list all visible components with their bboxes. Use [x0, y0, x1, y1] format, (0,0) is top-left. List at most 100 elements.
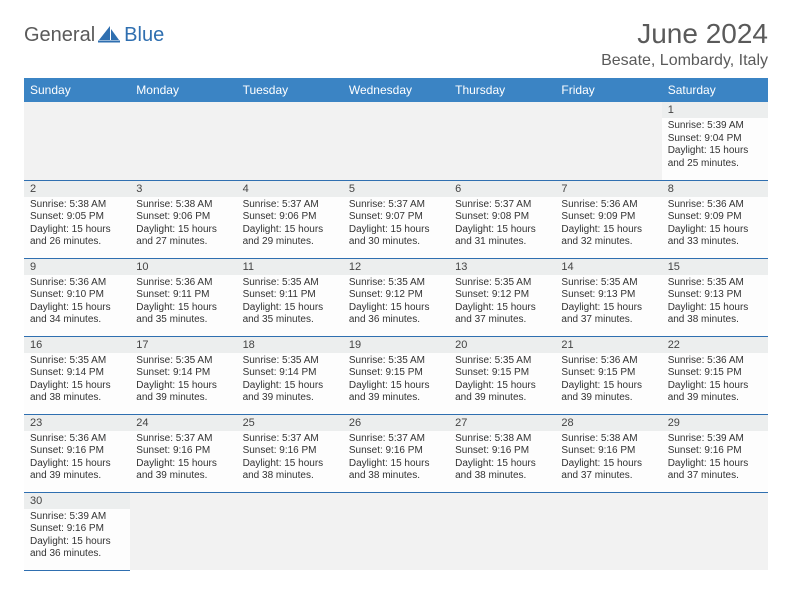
daylight-line: Daylight: 15 hours and 29 minutes. [243, 224, 337, 249]
daylight-line: Daylight: 15 hours and 26 minutes. [30, 224, 124, 249]
calendar-cell [24, 102, 130, 180]
daylight-line: Daylight: 15 hours and 36 minutes. [349, 302, 443, 327]
weekday-header: Friday [555, 78, 661, 102]
sunrise-line: Sunrise: 5:36 AM [668, 199, 762, 212]
calendar-cell: 16Sunrise: 5:35 AMSunset: 9:14 PMDayligh… [24, 336, 130, 414]
sunset-line: Sunset: 9:13 PM [668, 289, 762, 302]
sunset-line: Sunset: 9:05 PM [30, 211, 124, 224]
sunrise-line: Sunrise: 5:35 AM [349, 277, 443, 290]
calendar-cell: 14Sunrise: 5:35 AMSunset: 9:13 PMDayligh… [555, 258, 661, 336]
sunset-line: Sunset: 9:15 PM [349, 367, 443, 380]
sunset-line: Sunset: 9:08 PM [455, 211, 549, 224]
daylight-line: Daylight: 15 hours and 39 minutes. [136, 458, 230, 483]
calendar-cell: 5Sunrise: 5:37 AMSunset: 9:07 PMDaylight… [343, 180, 449, 258]
daylight-line: Daylight: 15 hours and 32 minutes. [561, 224, 655, 249]
sunrise-line: Sunrise: 5:35 AM [455, 277, 549, 290]
sunrise-line: Sunrise: 5:37 AM [349, 433, 443, 446]
calendar-cell [130, 492, 236, 570]
calendar-cell: 2Sunrise: 5:38 AMSunset: 9:05 PMDaylight… [24, 180, 130, 258]
sunset-line: Sunset: 9:14 PM [30, 367, 124, 380]
daylight-line: Daylight: 15 hours and 27 minutes. [136, 224, 230, 249]
day-number: 13 [449, 259, 555, 275]
sunset-line: Sunset: 9:14 PM [136, 367, 230, 380]
sunset-line: Sunset: 9:16 PM [455, 445, 549, 458]
sunset-line: Sunset: 9:04 PM [668, 133, 762, 146]
month-title: June 2024 [601, 18, 768, 50]
sunset-line: Sunset: 9:15 PM [455, 367, 549, 380]
sunset-line: Sunset: 9:09 PM [561, 211, 655, 224]
day-number: 5 [343, 181, 449, 197]
day-number: 28 [555, 415, 661, 431]
calendar-cell [237, 492, 343, 570]
calendar-cell: 20 Sunrise: 5:35 AMSunset: 9:15 PMDayligh… [449, 336, 555, 414]
day-number: 29 [662, 415, 768, 431]
calendar-cell: 1Sunrise: 5:39 AMSunset: 9:04 PMDaylight… [662, 102, 768, 180]
sunrise-line: Sunrise: 5:35 AM [561, 277, 655, 290]
sunset-line: Sunset: 9:09 PM [668, 211, 762, 224]
calendar-cell: 8Sunrise: 5:36 AMSunset: 9:09 PMDaylight… [662, 180, 768, 258]
sunset-line: Sunset: 9:16 PM [349, 445, 443, 458]
sunset-line: Sunset: 9:16 PM [30, 445, 124, 458]
day-number: 11 [237, 259, 343, 275]
day-number: 20 [449, 337, 555, 353]
weekday-header-row: SundayMondayTuesdayWednesdayThursdayFrid… [24, 78, 768, 102]
day-number: 9 [24, 259, 130, 275]
calendar-cell [449, 492, 555, 570]
daylight-line: Daylight: 15 hours and 38 minutes. [243, 458, 337, 483]
daylight-line: Daylight: 15 hours and 39 minutes. [455, 380, 549, 405]
calendar-cell: 15Sunrise: 5:35 AMSunset: 9:13 PMDayligh… [662, 258, 768, 336]
logo: General Blue [24, 24, 164, 47]
daylight-line: Daylight: 15 hours and 25 minutes. [668, 145, 762, 170]
daylight-line: Daylight: 15 hours and 39 minutes. [349, 380, 443, 405]
calendar-cell [555, 492, 661, 570]
day-number: 14 [555, 259, 661, 275]
calendar-row: 1Sunrise: 5:39 AMSunset: 9:04 PMDaylight… [24, 102, 768, 180]
day-number: 30 [24, 493, 130, 509]
sunrise-line: Sunrise: 5:35 AM [349, 355, 443, 368]
sunrise-line: Sunrise: 5:35 AM [136, 355, 230, 368]
calendar-cell: 27Sunrise: 5:38 AMSunset: 9:16 PMDayligh… [449, 414, 555, 492]
sunrise-line: Sunrise: 5:39 AM [668, 433, 762, 446]
daylight-line: Daylight: 15 hours and 39 minutes. [243, 380, 337, 405]
calendar-row: 16Sunrise: 5:35 AMSunset: 9:14 PMDayligh… [24, 336, 768, 414]
sunrise-line: Sunrise: 5:36 AM [561, 355, 655, 368]
sunrise-line: Sunrise: 5:36 AM [136, 277, 230, 290]
daylight-line: Daylight: 15 hours and 39 minutes. [668, 380, 762, 405]
location: Besate, Lombardy, Italy [601, 52, 768, 70]
day-number: 15 [662, 259, 768, 275]
sunrise-line: Sunrise: 5:35 AM [243, 277, 337, 290]
day-number: 12 [343, 259, 449, 275]
sunrise-line: Sunrise: 5:37 AM [455, 199, 549, 212]
daylight-line: Daylight: 15 hours and 39 minutes. [136, 380, 230, 405]
calendar-cell: 11Sunrise: 5:35 AMSunset: 9:11 PMDayligh… [237, 258, 343, 336]
weekday-header: Sunday [24, 78, 130, 102]
calendar-cell: 30Sunrise: 5:39 AMSunset: 9:16 PMDayligh… [24, 492, 130, 570]
daylight-line: Daylight: 15 hours and 38 minutes. [668, 302, 762, 327]
logo-text-blue: Blue [124, 24, 164, 47]
daylight-line: Daylight: 15 hours and 37 minutes. [561, 458, 655, 483]
calendar-cell [130, 102, 236, 180]
day-number: 4 [237, 181, 343, 197]
daylight-line: Daylight: 15 hours and 35 minutes. [243, 302, 337, 327]
calendar-cell [343, 492, 449, 570]
sunrise-line: Sunrise: 5:35 AM [243, 355, 337, 368]
sunrise-line: Sunrise: 5:38 AM [561, 433, 655, 446]
calendar-row: 23Sunrise: 5:36 AMSunset: 9:16 PMDayligh… [24, 414, 768, 492]
daylight-line: Daylight: 15 hours and 37 minutes. [668, 458, 762, 483]
sunset-line: Sunset: 9:11 PM [136, 289, 230, 302]
day-number: 16 [24, 337, 130, 353]
sail-icon [98, 25, 120, 46]
day-number: 23 [24, 415, 130, 431]
sunset-line: Sunset: 9:14 PM [243, 367, 337, 380]
daylight-line: Daylight: 15 hours and 38 minutes. [349, 458, 443, 483]
day-number: 25 [237, 415, 343, 431]
daylight-line: Daylight: 15 hours and 30 minutes. [349, 224, 443, 249]
sunset-line: Sunset: 9:10 PM [30, 289, 124, 302]
daylight-line: Daylight: 15 hours and 37 minutes. [561, 302, 655, 327]
calendar-cell: 13Sunrise: 5:35 AMSunset: 9:12 PMDayligh… [449, 258, 555, 336]
sunrise-line: Sunrise: 5:35 AM [455, 355, 549, 368]
weekday-header: Thursday [449, 78, 555, 102]
calendar-cell: 19Sunrise: 5:35 AMSunset: 9:15 PMDayligh… [343, 336, 449, 414]
daylight-line: Daylight: 15 hours and 36 minutes. [30, 536, 124, 561]
calendar-cell: 9Sunrise: 5:36 AMSunset: 9:10 PMDaylight… [24, 258, 130, 336]
